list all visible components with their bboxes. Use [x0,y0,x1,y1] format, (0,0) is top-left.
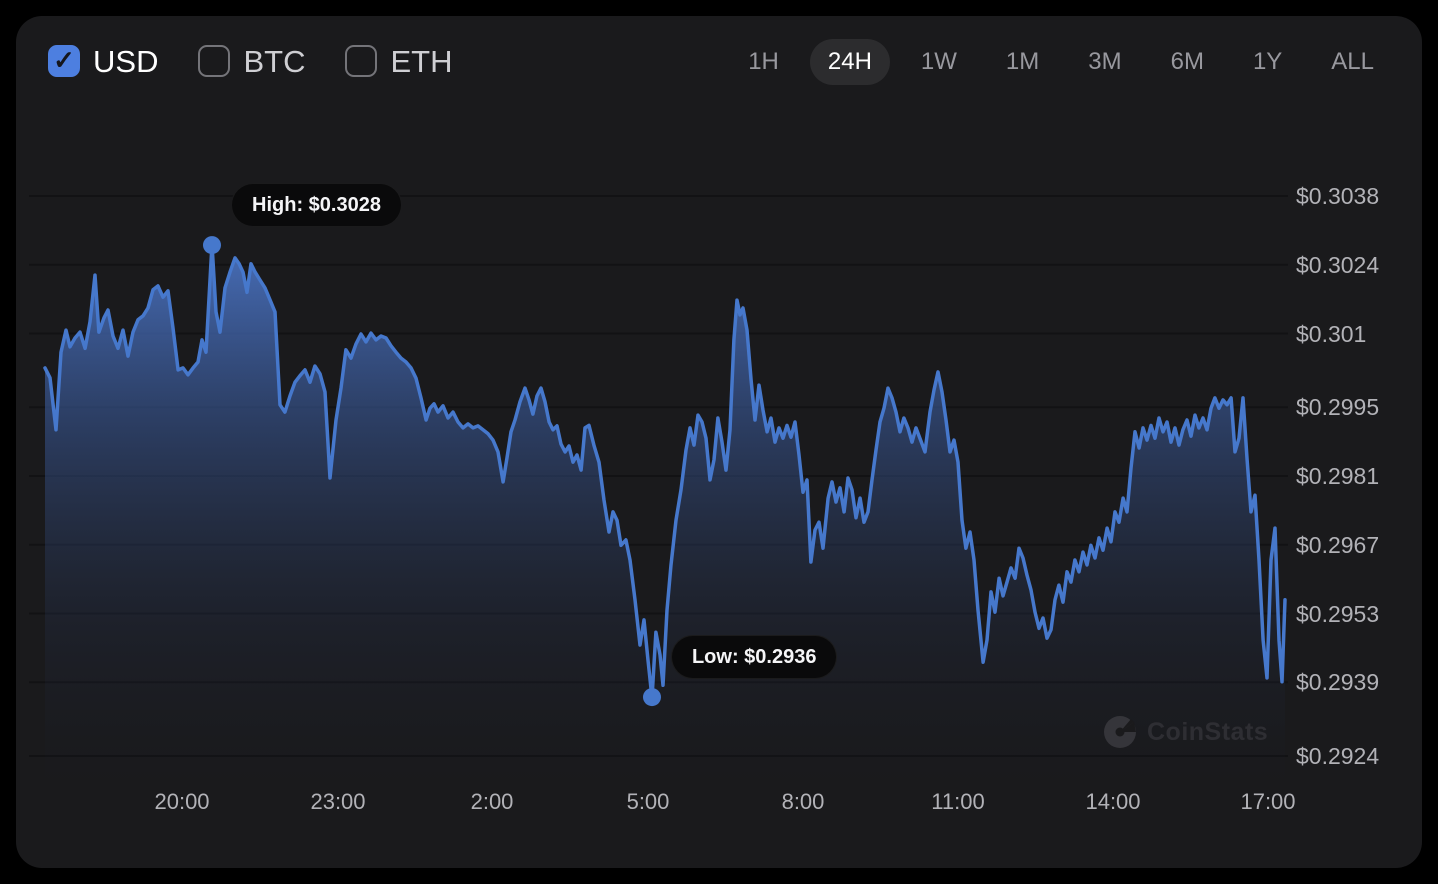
y-axis-tick-label: $0.2953 [1296,600,1380,627]
y-axis-tick-label: $0.301 [1296,320,1367,347]
y-axis-tick-label: $0.2967 [1296,531,1380,558]
range-1w[interactable]: 1W [920,48,957,75]
x-axis-tick-label: 2:00 [470,789,514,814]
range-1h[interactable]: 1H [748,48,779,75]
btc-label: BTC [243,43,306,79]
x-axis-tick-label: 23:00 [310,789,366,814]
currency-option-btc[interactable]: BTC [198,45,305,77]
currency-option-eth[interactable]: ETH [345,45,452,77]
y-axis-tick-label: $0.2981 [1296,463,1380,489]
low-tooltip: Low: $0.2936 [670,635,838,680]
x-axis-tick-label: 14:00 [1085,789,1141,814]
currency-option-usd[interactable]: USD [48,45,158,77]
x-axis-tick-label: 17:00 [1240,789,1296,814]
x-axis-tick-label: 8:00 [781,789,825,814]
usd-checkbox[interactable] [48,45,80,77]
x-axis-tick-label: 11:00 [931,789,985,814]
x-axis-tick-label: 20:00 [154,789,210,814]
coinstats-logo-icon [1104,716,1136,748]
usd-label: USD [93,43,159,79]
range-1y[interactable]: 1Y [1252,48,1283,75]
high-point-dot [203,236,221,255]
x-axis-tick-label: 5:00 [626,789,670,814]
range-1m[interactable]: 1M [1005,48,1040,75]
eth-checkbox[interactable] [345,45,378,77]
y-axis-tick-label: $0.3024 [1296,251,1380,278]
range-all[interactable]: ALL [1331,48,1374,75]
y-axis-tick-label: $0.3038 [1296,183,1380,209]
range-24h[interactable]: 24H [809,39,890,85]
eth-label: ETH [390,43,453,79]
high-tooltip: High: $0.3028 [231,183,402,228]
y-axis-tick-label: $0.2924 [1296,743,1380,769]
range-3m[interactable]: 3M [1088,48,1122,75]
btc-checkbox[interactable] [198,45,231,77]
coinstats-watermark: CoinStats [1103,715,1268,749]
y-axis-tick-label: $0.2939 [1296,669,1380,696]
low-point-dot [643,688,661,707]
range-6m[interactable]: 6M [1170,48,1204,75]
coinstats-watermark-text: CoinStats [1147,717,1269,746]
currency-toggles: USD BTC ETH [48,45,452,77]
time-range-selector: 1H 24H 1W 1M 3M 6M 1Y ALL [730,39,1392,85]
y-axis-tick-label: $0.2995 [1296,394,1380,421]
